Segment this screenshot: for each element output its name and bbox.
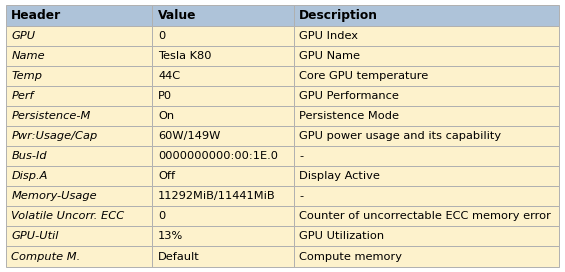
Bar: [153, 146, 294, 166]
Bar: [6, 246, 153, 267]
Bar: [294, 186, 559, 206]
Bar: [153, 46, 294, 66]
Text: Core GPU temperature: Core GPU temperature: [299, 71, 428, 81]
Text: Description: Description: [299, 9, 378, 22]
Text: Perf: Perf: [11, 91, 34, 101]
Bar: [294, 166, 559, 186]
Text: Compute M.: Compute M.: [11, 252, 81, 261]
Bar: [153, 166, 294, 186]
Bar: [294, 26, 559, 46]
Bar: [153, 26, 294, 46]
Bar: [153, 126, 294, 146]
Text: Pwr:Usage/Cap: Pwr:Usage/Cap: [11, 131, 98, 141]
Bar: [6, 206, 153, 226]
Text: 60W/149W: 60W/149W: [158, 131, 220, 141]
Text: GPU-Util: GPU-Util: [11, 231, 59, 242]
Text: Persistence-M: Persistence-M: [11, 111, 90, 121]
Bar: [294, 246, 559, 267]
Bar: [6, 166, 153, 186]
Bar: [153, 106, 294, 126]
Bar: [6, 26, 153, 46]
Text: -: -: [299, 191, 303, 201]
Bar: [294, 106, 559, 126]
Bar: [6, 186, 153, 206]
Text: Memory-Usage: Memory-Usage: [11, 191, 97, 201]
Text: Persistence Mode: Persistence Mode: [299, 111, 399, 121]
Text: 0: 0: [158, 211, 166, 221]
Text: GPU: GPU: [11, 30, 36, 41]
Text: GPU Performance: GPU Performance: [299, 91, 399, 101]
Text: Value: Value: [158, 9, 197, 22]
Bar: [6, 106, 153, 126]
Text: Volatile Uncorr. ECC: Volatile Uncorr. ECC: [11, 211, 124, 221]
Text: GPU Name: GPU Name: [299, 51, 360, 61]
Text: 0000000000:00:1E.0: 0000000000:00:1E.0: [158, 151, 278, 161]
Text: GPU power usage and its capability: GPU power usage and its capability: [299, 131, 501, 141]
Bar: [294, 5, 559, 26]
Text: Display Active: Display Active: [299, 171, 380, 181]
Text: Bus-Id: Bus-Id: [11, 151, 47, 161]
Bar: [153, 246, 294, 267]
Bar: [6, 46, 153, 66]
Text: 44C: 44C: [158, 71, 180, 81]
Text: Off: Off: [158, 171, 175, 181]
Bar: [294, 146, 559, 166]
Text: Header: Header: [11, 9, 62, 22]
Text: 0: 0: [158, 30, 166, 41]
Text: Name: Name: [11, 51, 45, 61]
Text: On: On: [158, 111, 174, 121]
Text: Compute memory: Compute memory: [299, 252, 402, 261]
Text: P0: P0: [158, 91, 172, 101]
Bar: [294, 126, 559, 146]
Bar: [6, 66, 153, 86]
Bar: [6, 226, 153, 246]
Bar: [153, 5, 294, 26]
Text: GPU Utilization: GPU Utilization: [299, 231, 384, 242]
Bar: [153, 206, 294, 226]
Bar: [294, 46, 559, 66]
Bar: [294, 86, 559, 106]
Bar: [6, 5, 153, 26]
Text: Temp: Temp: [11, 71, 42, 81]
Bar: [153, 66, 294, 86]
Bar: [294, 226, 559, 246]
Bar: [153, 226, 294, 246]
Bar: [153, 86, 294, 106]
Bar: [294, 206, 559, 226]
Text: Default: Default: [158, 252, 200, 261]
Text: 11292MiB/11441MiB: 11292MiB/11441MiB: [158, 191, 276, 201]
Bar: [6, 86, 153, 106]
Bar: [294, 66, 559, 86]
Text: Tesla K80: Tesla K80: [158, 51, 211, 61]
Text: 13%: 13%: [158, 231, 183, 242]
Text: GPU Index: GPU Index: [299, 30, 358, 41]
Text: Disp.A: Disp.A: [11, 171, 47, 181]
Bar: [6, 146, 153, 166]
Bar: [153, 186, 294, 206]
Bar: [6, 126, 153, 146]
Text: -: -: [299, 151, 303, 161]
Text: Counter of uncorrectable ECC memory error: Counter of uncorrectable ECC memory erro…: [299, 211, 551, 221]
